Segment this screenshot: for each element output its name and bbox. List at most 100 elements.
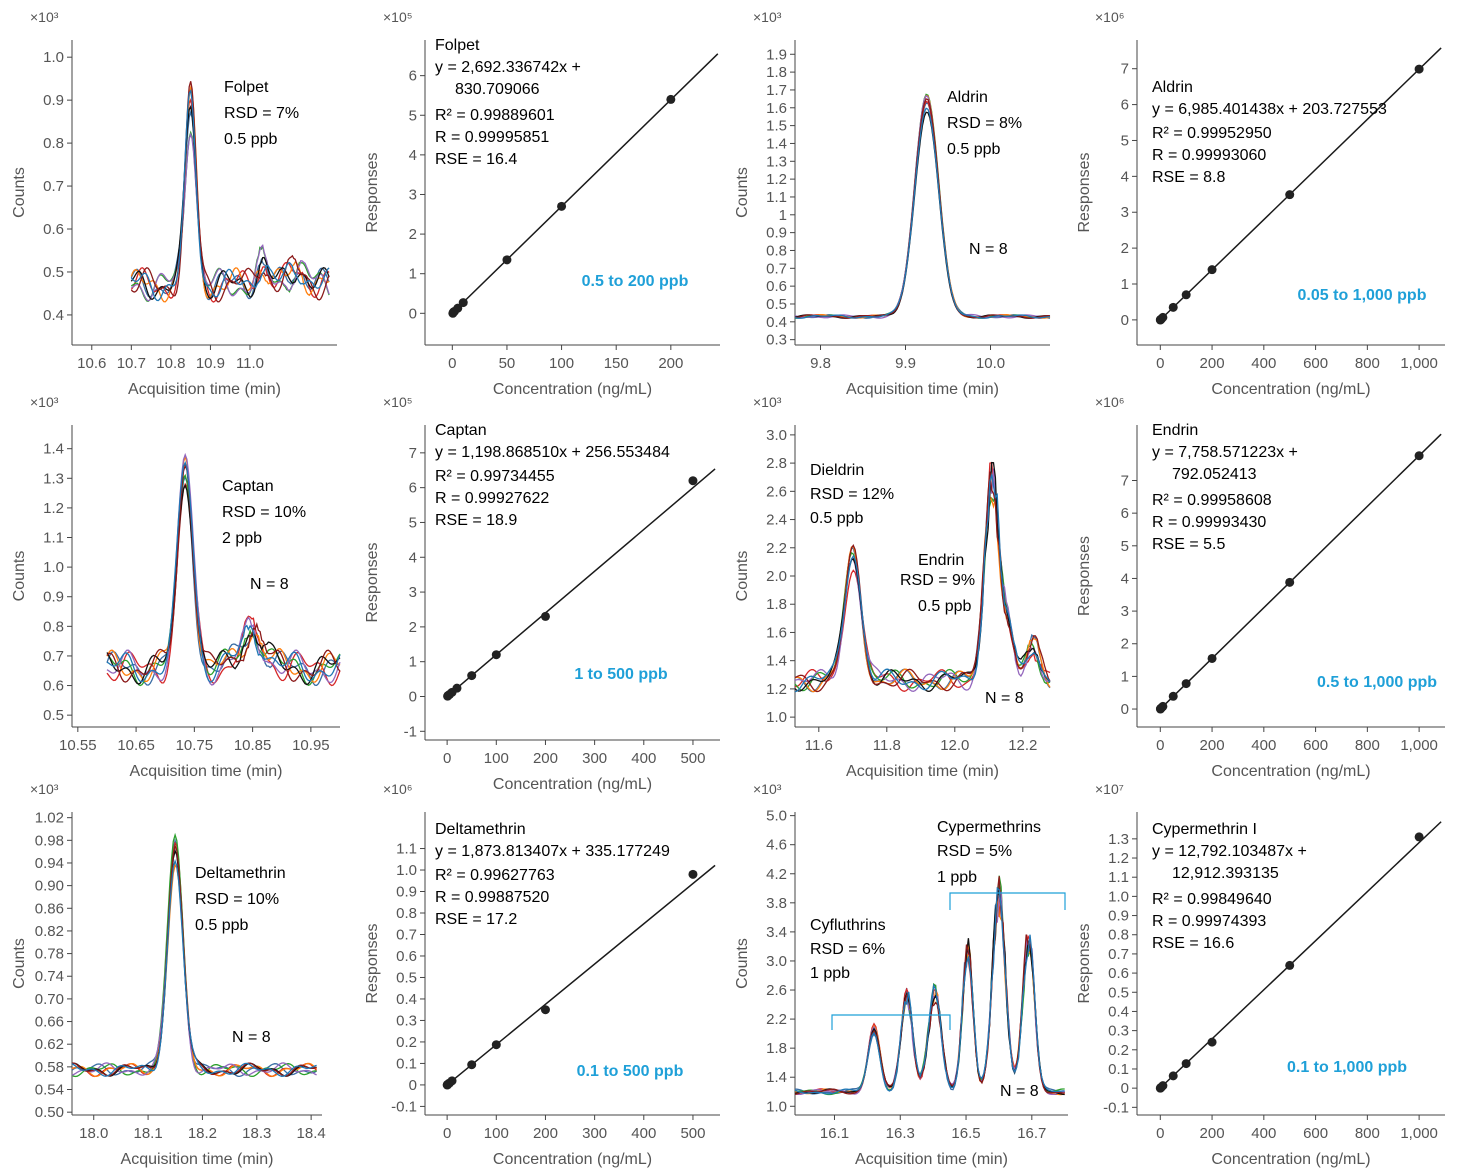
y-axis-label: Responses — [364, 923, 381, 1003]
x-tick-label: 600 — [1303, 737, 1328, 754]
y-tick-label: 1.2 — [1108, 850, 1129, 867]
calibration-point — [453, 303, 463, 313]
y-tick-label: 3 — [1121, 603, 1129, 620]
annotation-label: RSD = 9% — [900, 572, 975, 589]
x-tick-label: 18.4 — [297, 1125, 326, 1142]
x-axis-label: Concentration (ng/mL) — [1211, 763, 1370, 780]
y-tick-label: 1 — [779, 207, 787, 224]
y-tick-label: 5 — [1121, 132, 1129, 149]
x-tick-label: 400 — [1251, 737, 1276, 754]
axis-multiplier: ×10³ — [30, 9, 59, 25]
x-tick-label: 800 — [1355, 737, 1380, 754]
axis-multiplier: ×10³ — [753, 394, 782, 410]
axis-multiplier: ×10⁵ — [383, 394, 413, 410]
y-tick-label: 0.6 — [43, 678, 64, 695]
annotation-label: RSD = 7% — [224, 105, 299, 122]
calibration-point — [1285, 190, 1295, 200]
annotation-label: 1 ppb — [810, 965, 850, 982]
x-tick-label: 400 — [631, 1125, 656, 1142]
y-tick-label: 1.0 — [396, 862, 417, 879]
cypermethrins-bracket — [949, 892, 1066, 910]
x-tick-label: 400 — [631, 750, 656, 767]
trace-2 — [106, 482, 341, 687]
y-tick-label: 0.6 — [766, 278, 787, 295]
x-tick-label: 300 — [582, 1125, 607, 1142]
y-tick-label: 0.3 — [766, 332, 787, 349]
y-tick-label: 4.2 — [766, 866, 787, 883]
y-tick-label: 0.9 — [43, 92, 64, 109]
y-tick-label: 3.0 — [766, 953, 787, 970]
y-tick-label: 1.6 — [766, 100, 787, 117]
y-tick-label: 0.5 — [43, 707, 64, 724]
y-tick-label: 6 — [1121, 97, 1129, 114]
y-tick-label: 4 — [409, 549, 417, 566]
panel-aldrin-chrom: 0.30.40.50.60.70.80.911.11.21.31.41.51.6… — [734, 9, 1051, 398]
y-tick-label: 0.7 — [1108, 946, 1129, 963]
x-tick-label: 200 — [533, 750, 558, 767]
equation-line: y = 7,758.571223x + — [1152, 444, 1298, 461]
y-tick-label: 0.4 — [766, 314, 787, 331]
y-tick-label: 0.9 — [1108, 908, 1129, 925]
equation-line: RSE = 16.4 — [435, 151, 517, 168]
y-tick-label: 1.2 — [766, 171, 787, 188]
calibration-point — [491, 650, 501, 660]
x-tick-label: 100 — [484, 1125, 509, 1142]
y-tick-label: 6 — [1121, 505, 1129, 522]
y-tick-label: 0.4 — [1108, 1003, 1129, 1020]
calibration-point — [1158, 312, 1168, 322]
y-tick-label: 0.4 — [396, 991, 417, 1008]
equation-line: R² = 0.99627763 — [435, 867, 555, 884]
annotation-label: RSD = 6% — [810, 941, 885, 958]
x-tick-label: 11.8 — [873, 737, 901, 754]
y-tick-label: 0.1 — [1108, 1061, 1129, 1078]
axis-multiplier: ×10⁷ — [1095, 781, 1124, 797]
calibration-point — [688, 476, 698, 486]
fit-line — [1158, 821, 1442, 1090]
annotation-label: 1 ppb — [937, 869, 977, 886]
y-tick-label: 3 — [409, 186, 417, 203]
x-tick-label: 300 — [582, 750, 607, 767]
y-axis-label: Responses — [1076, 923, 1093, 1003]
y-tick-label: 0.8 — [43, 618, 64, 635]
calibration-point — [1207, 653, 1217, 663]
y-tick-label: 0.90 — [35, 878, 64, 895]
equation-line: Deltamethrin — [435, 821, 526, 838]
axis-multiplier: ×10³ — [753, 781, 782, 797]
y-tick-label: 2.2 — [766, 540, 787, 557]
axis-multiplier: ×10⁵ — [383, 9, 413, 25]
panel-folpet-chrom: 0.4 0.5 0.6 0.7 0.8 0.9 1.0 10.6 10.7 10.8 10.9 11.… — [11, 9, 337, 398]
x-tick-label: 500 — [680, 1125, 705, 1142]
x-tick-label: 10.7 — [117, 355, 146, 372]
y-tick-label: 2.6 — [766, 982, 787, 999]
x-tick-label: 10.0 — [976, 355, 1005, 372]
annotation-label: RSD = 12% — [810, 486, 894, 503]
trace-7 — [130, 81, 330, 303]
x-tick-label: 10.55 — [59, 737, 97, 754]
calibration-point — [467, 1060, 477, 1070]
trace-8 — [130, 88, 330, 302]
y-tick-label: 3.8 — [766, 895, 787, 912]
y-tick-label: 2.8 — [766, 455, 787, 472]
annotation-label: N = 8 — [232, 1029, 271, 1046]
y-tick-label: 0.54 — [35, 1082, 64, 1099]
annotation-label: 2 ppb — [222, 530, 262, 547]
x-tick-label: 0 — [443, 750, 451, 767]
panel-deltamethrin-chrom: 0.50 0.54 0.58 0.62 0.66 0.70 0.74 0.78 0.82 0.86… — [11, 781, 326, 1168]
y-tick-label: 2.2 — [766, 1011, 787, 1028]
x-tick-label: 10.65 — [117, 737, 155, 754]
y-tick-label: 0.6 — [396, 948, 417, 965]
panel-deltamethrin-cal: -0.1 0 0.1 0.2 0.3 0.4 0.5 0.6 0.7 0.8 0.9 1.0 1.1 0 1… — [364, 781, 720, 1168]
calibration-point — [1414, 64, 1424, 74]
calibration-point — [1207, 265, 1217, 275]
y-tick-label: 0 — [1121, 312, 1129, 329]
y-tick-label: 0 — [1121, 701, 1129, 718]
x-tick-label: 1,000 — [1400, 1125, 1438, 1142]
annotation-label: 0.5 ppb — [947, 141, 1000, 158]
y-tick-label: 0.98 — [35, 832, 64, 849]
trace-8 — [106, 460, 341, 683]
y-tick-label: 1 — [409, 266, 417, 283]
y-tick-label: 1.1 — [43, 530, 64, 547]
y-tick-label: 0.2 — [1108, 1042, 1129, 1059]
y-tick-label: 0.8 — [396, 905, 417, 922]
panel-aldrin-cal: 0 1 2 3 4 5 6 7 0 200 400 600 800 1,000 ×10⁶ Concentrat… — [1076, 9, 1445, 398]
